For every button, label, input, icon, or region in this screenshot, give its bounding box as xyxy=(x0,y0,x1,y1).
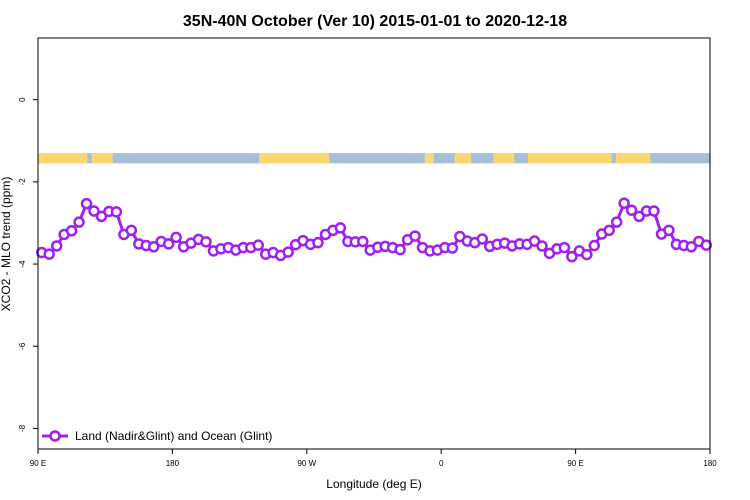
land-segment xyxy=(424,153,434,164)
data-point xyxy=(200,236,212,248)
y-axis: 0 -2 -4 -6 -8 xyxy=(18,97,38,432)
data-point xyxy=(312,236,324,249)
data-point xyxy=(528,235,541,247)
data-point xyxy=(43,248,55,260)
data-point xyxy=(625,204,638,216)
x-tick-label: 90 W xyxy=(297,459,316,468)
data-point xyxy=(80,197,93,210)
data-point xyxy=(409,230,421,242)
data-point xyxy=(65,225,78,237)
legend: Land (Nadir&Glint) and Ocean (Glint) xyxy=(42,429,272,443)
y-tick-label: -6 xyxy=(18,342,27,350)
data-point xyxy=(110,206,123,218)
data-point xyxy=(588,239,601,252)
y-tick-label: 0 xyxy=(18,97,27,102)
data-point xyxy=(610,216,623,228)
x-axis-label: Longitude (deg E) xyxy=(326,477,421,491)
data-point xyxy=(73,216,85,228)
data-point xyxy=(536,240,548,252)
legend-series-label: Land (Nadir&Glint) and Ocean (Glint) xyxy=(75,429,272,443)
series-layer xyxy=(35,197,713,263)
x-axis: 90 E 180 90 W 0 90 E 180 xyxy=(30,449,717,468)
data-point xyxy=(125,224,138,237)
data-point xyxy=(334,222,347,234)
x-tick-label: 0 xyxy=(439,459,444,468)
data-point xyxy=(566,250,578,263)
chart-title: 35N-40N October (Ver 10) 2015-01-01 to 2… xyxy=(183,13,567,30)
data-point xyxy=(663,224,675,237)
land-segment xyxy=(259,153,330,164)
data-point xyxy=(648,205,660,217)
data-point xyxy=(95,210,108,223)
land-segment xyxy=(493,153,515,164)
x-tick-label: 180 xyxy=(703,459,717,468)
legend-marker-swatch xyxy=(49,430,61,442)
land-ocean-strip xyxy=(38,153,710,164)
data-point xyxy=(50,240,63,252)
data-point xyxy=(170,231,182,244)
data-point xyxy=(88,205,100,217)
data-point xyxy=(700,239,713,251)
data-point xyxy=(162,238,175,250)
x-tick-label: 180 xyxy=(166,459,180,468)
data-point xyxy=(476,233,489,245)
land-segment xyxy=(615,153,651,164)
y-axis-label: XCO2 - MLO trend (ppm) xyxy=(0,177,13,312)
land-segment xyxy=(454,153,472,164)
land-segment xyxy=(527,153,612,164)
y-tick-label: -4 xyxy=(18,260,27,268)
data-point xyxy=(558,241,571,254)
data-point xyxy=(357,235,369,248)
data-point xyxy=(581,248,593,261)
plot-frame xyxy=(37,37,711,450)
land-segment xyxy=(38,153,88,164)
data-point xyxy=(633,210,645,223)
data-point xyxy=(282,246,294,258)
data-point xyxy=(252,239,265,251)
x-tick-label: 90 E xyxy=(567,459,583,468)
data-point xyxy=(446,242,459,254)
y-tick-label: -2 xyxy=(18,178,27,186)
data-point xyxy=(394,243,406,256)
y-tick-label: -8 xyxy=(18,424,27,432)
data-point xyxy=(603,224,615,237)
x-tick-label: 90 E xyxy=(30,459,46,468)
data-point xyxy=(618,197,630,209)
data-point xyxy=(685,241,698,253)
ocean-band xyxy=(38,153,710,164)
data-point xyxy=(147,241,160,253)
land-segment xyxy=(91,153,113,164)
